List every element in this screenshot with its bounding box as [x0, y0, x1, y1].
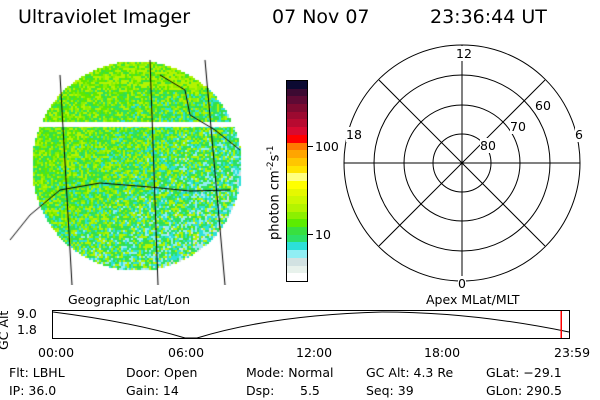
status-ip: IP: 36.0	[9, 383, 57, 398]
colorbar-segment	[287, 173, 307, 181]
status-dsp-label: Dsp:	[246, 383, 275, 398]
colorbar-segment	[287, 88, 307, 97]
colorbar-segment	[287, 150, 307, 158]
status-gain: Gain: 14	[126, 383, 179, 398]
xtick-0000: 00:00	[38, 345, 75, 360]
polar-label-18: 18	[346, 127, 362, 142]
colorbar-segment	[287, 111, 307, 120]
apex-label: Apex MLat/MLT	[426, 292, 520, 307]
colorbar-segment	[287, 157, 307, 166]
colorbar-segment	[287, 234, 307, 243]
colorbar-segment	[287, 180, 307, 189]
status-mode: Mode: Normal	[246, 365, 334, 380]
xtick-1800: 18:00	[424, 345, 461, 360]
altitude-plot	[52, 310, 570, 339]
date-label: 07 Nov 07	[272, 6, 370, 28]
colorbar-segment	[287, 104, 307, 112]
polar-ring-60: 60	[535, 98, 551, 113]
geographic-image	[0, 55, 260, 285]
colorbar-segment	[287, 165, 307, 174]
colorbar-segment	[287, 219, 307, 228]
alt-ylabel: GC Alt	[0, 310, 11, 350]
status-glat: GLat: −29.1	[486, 365, 562, 380]
status-seq: Seq: 39	[366, 383, 414, 398]
time-label: 23:36:44 UT	[430, 6, 547, 28]
status-filter: Flt: LBHL	[9, 365, 65, 380]
polar-plot	[343, 44, 581, 282]
colorbar-ticks	[307, 80, 313, 280]
colorbar-segment	[287, 196, 307, 204]
colorbar-segment	[287, 127, 307, 135]
alt-ymin: 1.8	[17, 322, 37, 337]
colorbar-segment	[287, 257, 307, 266]
colorbar-segment	[287, 211, 307, 220]
colorbar-segment	[287, 96, 307, 105]
colorbar-segment	[287, 142, 307, 151]
polar-label-12: 12	[456, 46, 472, 61]
colorbar-label: photon cm-2s-1	[266, 145, 283, 240]
colorbar-segment	[287, 134, 307, 143]
colorbar-segment	[287, 242, 307, 251]
status-gc-alt: GC Alt: 4.3 Re	[366, 365, 454, 380]
colorbar-segment	[287, 119, 307, 128]
status-door: Door: Open	[126, 365, 198, 380]
geo-label: Geographic Lat/Lon	[68, 292, 190, 307]
colorbar-segment	[287, 204, 307, 212]
xtick-2359: 23:59	[554, 345, 591, 360]
colorbar-segment	[287, 188, 307, 197]
status-glon: GLon: 290.5	[486, 383, 562, 398]
xtick-0600: 06:00	[168, 345, 205, 360]
colorbar-segment	[287, 81, 307, 89]
colorbar-segment	[287, 250, 307, 258]
alt-ymax: 9.0	[17, 306, 37, 321]
colorbar-segment	[287, 273, 307, 281]
polar-ring-70: 70	[510, 119, 526, 134]
colorbar	[286, 80, 308, 282]
colorbar-tick-100: 100	[315, 139, 339, 154]
colorbar-segment	[287, 227, 307, 235]
colorbar-segment	[287, 265, 307, 274]
instrument-title: Ultraviolet Imager	[18, 6, 191, 28]
colorbar-tick-10: 10	[315, 227, 331, 242]
polar-label-0: 0	[458, 276, 466, 291]
polar-ring-80: 80	[480, 138, 496, 153]
status-dsp-value: 5.5	[300, 383, 320, 398]
xtick-1200: 12:00	[296, 345, 333, 360]
polar-label-6: 6	[575, 127, 583, 142]
